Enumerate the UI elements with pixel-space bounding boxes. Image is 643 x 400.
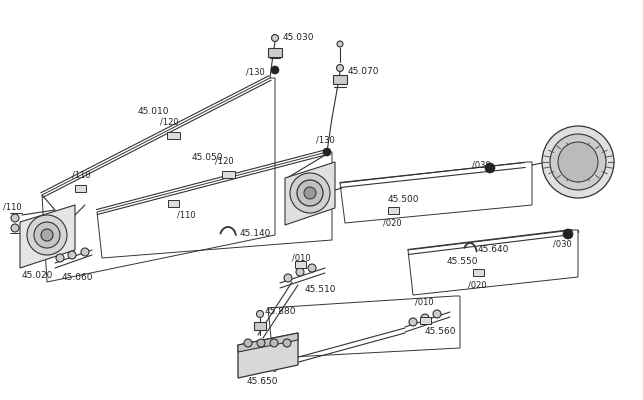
Circle shape <box>409 318 417 326</box>
Circle shape <box>485 163 495 173</box>
Circle shape <box>550 134 606 190</box>
Text: /010: /010 <box>292 254 311 262</box>
Text: /110: /110 <box>3 202 22 212</box>
Circle shape <box>244 339 252 347</box>
Text: /030: /030 <box>553 240 572 248</box>
Text: 45.030: 45.030 <box>283 34 314 42</box>
Polygon shape <box>254 322 266 330</box>
Text: 45.070: 45.070 <box>348 68 379 76</box>
Text: /110: /110 <box>72 170 91 180</box>
Text: 45.020: 45.020 <box>22 270 53 280</box>
Text: 45.050: 45.050 <box>192 154 224 162</box>
Polygon shape <box>20 205 75 268</box>
Text: 45.550: 45.550 <box>447 258 478 266</box>
Text: 45.140: 45.140 <box>240 228 271 238</box>
Text: /110: /110 <box>177 210 195 220</box>
Polygon shape <box>238 333 298 378</box>
Bar <box>167 200 179 206</box>
Bar <box>75 184 86 192</box>
Circle shape <box>34 222 60 248</box>
Polygon shape <box>238 333 298 352</box>
Text: /010: /010 <box>415 298 433 306</box>
Circle shape <box>297 180 323 206</box>
Bar <box>419 316 431 324</box>
Circle shape <box>563 229 573 239</box>
Circle shape <box>290 173 330 213</box>
Polygon shape <box>285 162 335 225</box>
Text: 45.510: 45.510 <box>305 286 336 294</box>
Text: /020: /020 <box>383 218 402 228</box>
Circle shape <box>421 314 429 322</box>
Circle shape <box>336 64 343 72</box>
Circle shape <box>81 248 89 256</box>
Circle shape <box>68 251 76 259</box>
Circle shape <box>323 148 331 156</box>
Circle shape <box>284 274 292 282</box>
Bar <box>473 268 484 276</box>
Circle shape <box>283 339 291 347</box>
Circle shape <box>296 268 304 276</box>
Circle shape <box>41 229 53 241</box>
Polygon shape <box>333 75 347 84</box>
Bar <box>221 170 235 178</box>
Text: /030: /030 <box>472 160 491 170</box>
Circle shape <box>308 264 316 272</box>
Circle shape <box>257 339 265 347</box>
Text: 45.660: 45.660 <box>246 366 278 374</box>
Bar <box>388 206 399 214</box>
Text: 45.500: 45.500 <box>388 196 419 204</box>
Bar <box>167 132 179 138</box>
Circle shape <box>337 41 343 47</box>
Circle shape <box>56 254 64 262</box>
Circle shape <box>257 310 264 318</box>
Text: 45.640: 45.640 <box>478 246 509 254</box>
Circle shape <box>11 214 19 222</box>
Text: 45.880: 45.880 <box>265 308 296 316</box>
Text: /120: /120 <box>215 156 233 166</box>
Circle shape <box>271 66 279 74</box>
Circle shape <box>270 339 278 347</box>
Text: 45.650: 45.650 <box>246 378 278 386</box>
Text: /020: /020 <box>468 280 487 290</box>
Text: /120: /120 <box>160 118 179 126</box>
Circle shape <box>271 34 278 42</box>
Circle shape <box>11 224 19 232</box>
Text: /130: /130 <box>316 136 335 144</box>
Text: 45.560: 45.560 <box>425 328 457 336</box>
Circle shape <box>27 215 67 255</box>
Circle shape <box>304 187 316 199</box>
Bar <box>294 260 305 268</box>
Circle shape <box>558 142 598 182</box>
Text: 45.010: 45.010 <box>138 108 170 116</box>
Text: 45.060: 45.060 <box>62 274 93 282</box>
Circle shape <box>542 126 614 198</box>
Circle shape <box>433 310 441 318</box>
Text: /130: /130 <box>246 68 265 76</box>
Polygon shape <box>268 48 282 57</box>
